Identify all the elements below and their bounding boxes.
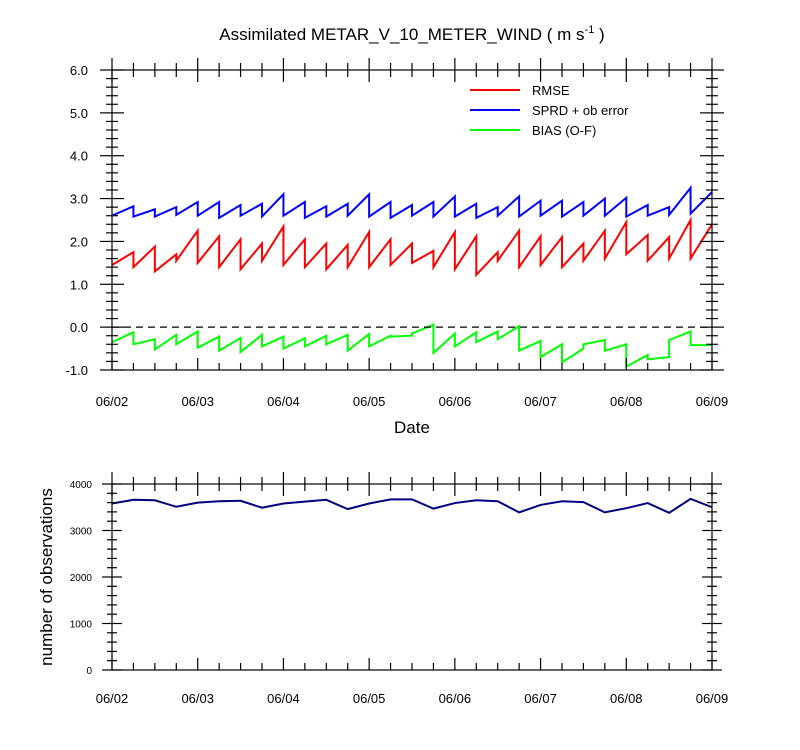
bottom-x-tick-label: 06/08 (610, 691, 643, 706)
bottom-x-tick-label: 06/04 (267, 691, 300, 706)
top-y-tick-label: 1.0 (70, 277, 88, 292)
legend-label-1: SPRD + ob error (532, 103, 629, 118)
series-line-0 (111, 216, 713, 278)
top-y-tick-label: 0.0 (70, 320, 88, 335)
observations-line (111, 497, 713, 514)
bottom-y-tick-label: 2000 (70, 573, 93, 584)
top-x-tick-label: 06/08 (610, 394, 643, 409)
bottom-series-group (111, 497, 713, 514)
bottom-y-tick-label: 3000 (70, 527, 93, 538)
bottom-ticks-group: 06/02 06/03 06/04 06/05 06/06 06/07 06/08 06/09… (70, 472, 729, 706)
legend: RMSE SPRD + ob error BIAS (O-F) (470, 83, 629, 138)
bottom-x-tick-label: 06/03 (181, 691, 214, 706)
top-y-tick-label: 5.0 (70, 106, 88, 121)
series-line-2 (111, 323, 712, 369)
top-y-tick-label: -1.0 (66, 363, 88, 378)
chart-title: Assimilated METAR_V_10_METER_WIND ( m s-… (219, 24, 604, 44)
top-x-tick-label: 06/05 (353, 394, 386, 409)
series-line-1 (111, 184, 713, 220)
bottom-y-tick-label: 0 (86, 666, 92, 677)
top-ticks-group: 06/02 06/03 06/04 06/05 06/06 06/07 06/08 06/09… (66, 58, 729, 409)
top-x-tick-label: 06/07 (524, 394, 557, 409)
bottom-x-tick-label: 06/05 (353, 691, 386, 706)
top-x-tick-label: 06/06 (439, 394, 472, 409)
bottom-plot-frame (111, 483, 713, 671)
bottom-y-tick-label: 4000 (70, 480, 93, 491)
title-superscript: -1 (585, 24, 595, 36)
bottom-x-tick-label: 06/07 (524, 691, 557, 706)
bottom-y-tick-label: 1000 (70, 620, 93, 631)
bottom-x-tick-label: 06/09 (696, 691, 729, 706)
top-y-tick-label: 2.0 (70, 234, 88, 249)
top-x-axis-title: Date (394, 418, 430, 437)
title-main: Assimilated METAR_V_10_METER_WIND ( m s (219, 25, 584, 44)
top-x-tick-label: 06/09 (696, 394, 729, 409)
top-plot: 06/02 06/03 06/04 06/05 06/06 06/07 06/08 06/09… (66, 58, 729, 437)
legend-label-0: RMSE (532, 83, 570, 98)
top-y-tick-label: 6.0 (70, 63, 88, 78)
bottom-x-tick-label: 06/02 (96, 691, 129, 706)
top-x-tick-label: 06/03 (181, 394, 214, 409)
top-series-group (111, 184, 713, 369)
bottom-y-axis-title: number of observations (37, 488, 56, 666)
bottom-x-tick-label: 06/06 (439, 691, 472, 706)
top-x-tick-label: 06/04 (267, 394, 300, 409)
bottom-plot: 06/02 06/03 06/04 06/05 06/06 06/07 06/08 06/09… (37, 472, 728, 706)
legend-label-2: BIAS (O-F) (532, 123, 596, 138)
top-x-tick-label: 06/02 (96, 394, 129, 409)
top-y-tick-label: 3.0 (70, 192, 88, 207)
top-y-tick-label: 4.0 (70, 149, 88, 164)
title-end: ) (594, 25, 604, 44)
